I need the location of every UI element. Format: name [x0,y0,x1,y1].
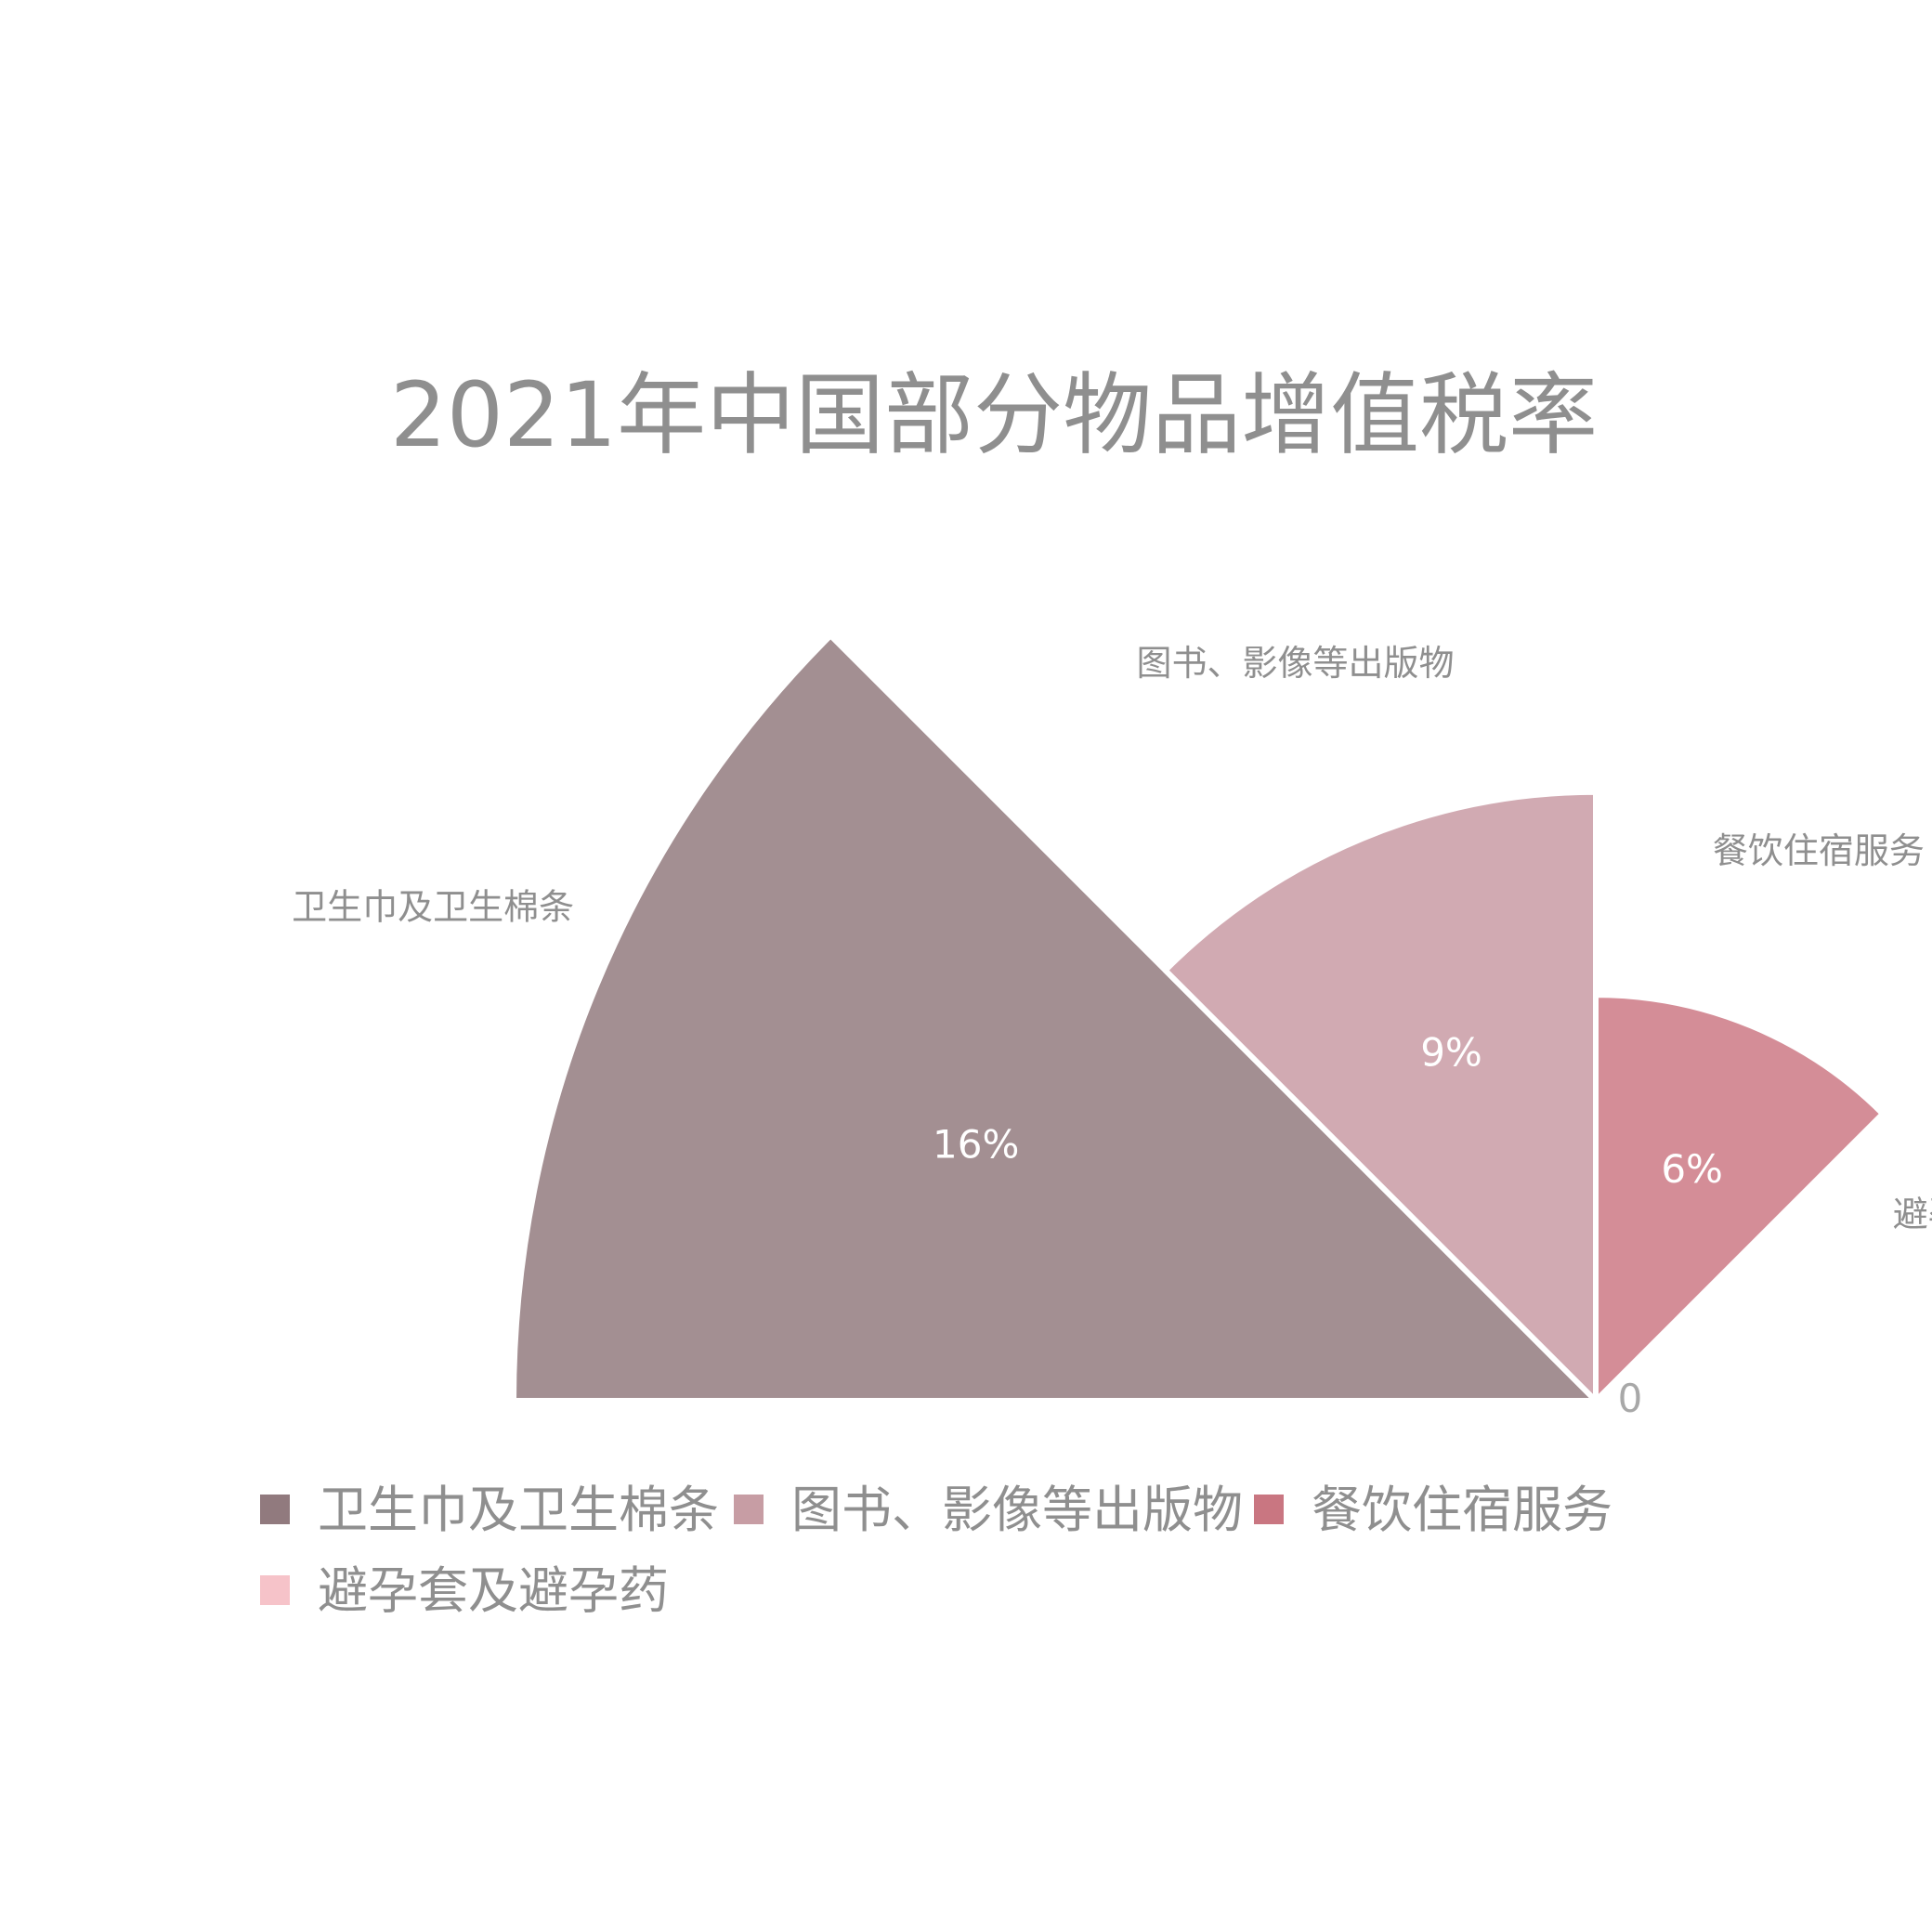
legend-label: 图书、影像等出版物 [791,1481,1243,1539]
legend-item[interactable]: 卫生巾及卫生棉条 [260,1481,719,1539]
category-label: 餐饮住宿服务 [1713,830,1925,871]
rose-sector[interactable] [511,633,1599,1403]
rose-sector[interactable] [1593,992,1886,1403]
value-label: 16% [933,1122,1019,1168]
legend-item[interactable]: 餐饮住宿服务 [1254,1481,1612,1539]
legend-swatch [260,1575,290,1605]
legend-swatch [734,1495,764,1524]
chart-title: 2021年中国部分物品增值税率 [390,363,1598,467]
legend-item[interactable]: 避孕套及避孕药 [260,1561,669,1620]
value-label: 9% [1420,1030,1482,1076]
legend-label: 避孕套及避孕药 [318,1561,669,1620]
legend-swatch [1254,1495,1284,1524]
legend-label: 餐饮住宿服务 [1312,1481,1612,1539]
category-label: 卫生巾及卫生棉条 [292,886,574,927]
legend-item[interactable]: 图书、影像等出版物 [734,1481,1243,1539]
sector-group [511,633,1886,1403]
rose-sector[interactable] [1162,789,1599,1403]
value-label-group: 16% 9% 6% [933,1030,1723,1192]
radial-axis-label: 0 [1618,1376,1643,1421]
legend-label: 卫生巾及卫生棉条 [318,1481,719,1539]
category-label: 图书、影像等出版物 [1137,643,1455,684]
value-label: 6% [1661,1146,1723,1192]
category-label: 避孕套及避孕药 [1893,1194,1932,1234]
legend-swatch [260,1495,290,1524]
